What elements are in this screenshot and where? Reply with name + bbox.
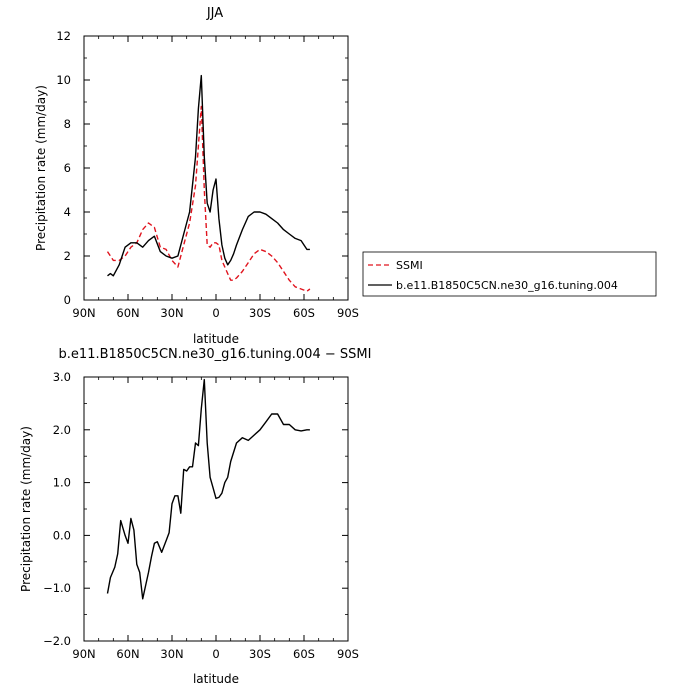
y-tick-label: −2.0 bbox=[43, 634, 71, 648]
series-line-0 bbox=[106, 378, 310, 600]
top-chart-title: JJA bbox=[206, 6, 223, 21]
x-tick-label: 90N bbox=[72, 647, 95, 661]
x-tick-label: 30N bbox=[160, 306, 183, 320]
x-tick-label: 60S bbox=[293, 647, 315, 661]
bottom-y-axis-label: Precipitation rate (mm/day) bbox=[19, 426, 33, 592]
y-tick-label: 12 bbox=[56, 29, 71, 43]
x-tick-label: 30N bbox=[160, 647, 183, 661]
top-y-axis-label: Precipitation rate (mm/day) bbox=[34, 85, 48, 251]
bottom-chart-ticks: 90N 60N 30N 0 30S 60S 90S −2.0 −1.0 0.0 1.0 2.0 3.0 bbox=[43, 370, 359, 661]
legend-label-model: b.e11.B1850C5CN.ne30_g16.tuning.004 bbox=[396, 279, 618, 292]
x-tick-label: 0 bbox=[212, 306, 219, 320]
y-tick-label: −1.0 bbox=[43, 581, 71, 595]
top-chart-ticks: 90N 60N 30N 0 30S 60S 90S 0 2 4 6 8 10 12 bbox=[56, 29, 359, 320]
y-tick-label: 8 bbox=[64, 117, 71, 131]
x-tick-label: 30S bbox=[249, 306, 271, 320]
y-tick-label: 10 bbox=[56, 73, 71, 87]
legend-label-ssmi: SSMI bbox=[396, 259, 423, 272]
x-tick-label: 60S bbox=[293, 306, 315, 320]
top-chart: JJA 90N 60N 30N 0 30S 60S 90S 0 2 4 6 8 10 12 latitud… bbox=[34, 6, 359, 346]
top-x-axis-label: latitude bbox=[193, 332, 239, 346]
bottom-chart-title: b.e11.B1850C5CN.ne30_g16.tuning.004 − SS… bbox=[59, 347, 372, 362]
x-tick-label: 90S bbox=[337, 647, 359, 661]
y-tick-label: 2.0 bbox=[53, 423, 71, 437]
bottom-x-axis-label: latitude bbox=[193, 672, 239, 686]
legend: SSMI b.e11.B1850C5CN.ne30_g16.tuning.004 bbox=[362, 251, 657, 297]
series-line-1 bbox=[107, 74, 310, 277]
bottom-chart: b.e11.B1850C5CN.ne30_g16.tuning.004 − SS… bbox=[19, 347, 371, 686]
x-tick-label: 60N bbox=[116, 306, 139, 320]
y-tick-label: 0 bbox=[64, 293, 71, 307]
series-line-0 bbox=[106, 105, 311, 292]
y-tick-label: 2 bbox=[64, 249, 71, 263]
y-tick-label: 6 bbox=[64, 161, 71, 175]
y-tick-label: 4 bbox=[64, 205, 71, 219]
x-tick-label: 30S bbox=[249, 647, 271, 661]
top-plot-frame bbox=[83, 35, 349, 301]
x-tick-label: 90S bbox=[337, 306, 359, 320]
y-tick-label: 1.0 bbox=[53, 476, 71, 490]
x-tick-label: 90N bbox=[72, 306, 95, 320]
x-tick-label: 60N bbox=[116, 647, 139, 661]
x-tick-label: 0 bbox=[212, 647, 219, 661]
top-chart-series bbox=[106, 74, 311, 292]
legend-box bbox=[362, 251, 657, 297]
y-tick-label: 3.0 bbox=[53, 370, 71, 384]
bottom-plot-frame bbox=[83, 376, 349, 642]
bottom-chart-series bbox=[106, 378, 310, 600]
y-tick-label: 0.0 bbox=[53, 528, 71, 542]
